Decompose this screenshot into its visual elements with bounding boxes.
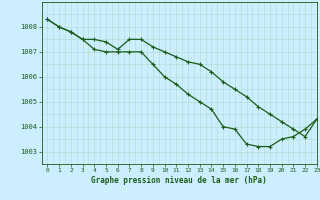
X-axis label: Graphe pression niveau de la mer (hPa): Graphe pression niveau de la mer (hPa) xyxy=(91,176,267,185)
